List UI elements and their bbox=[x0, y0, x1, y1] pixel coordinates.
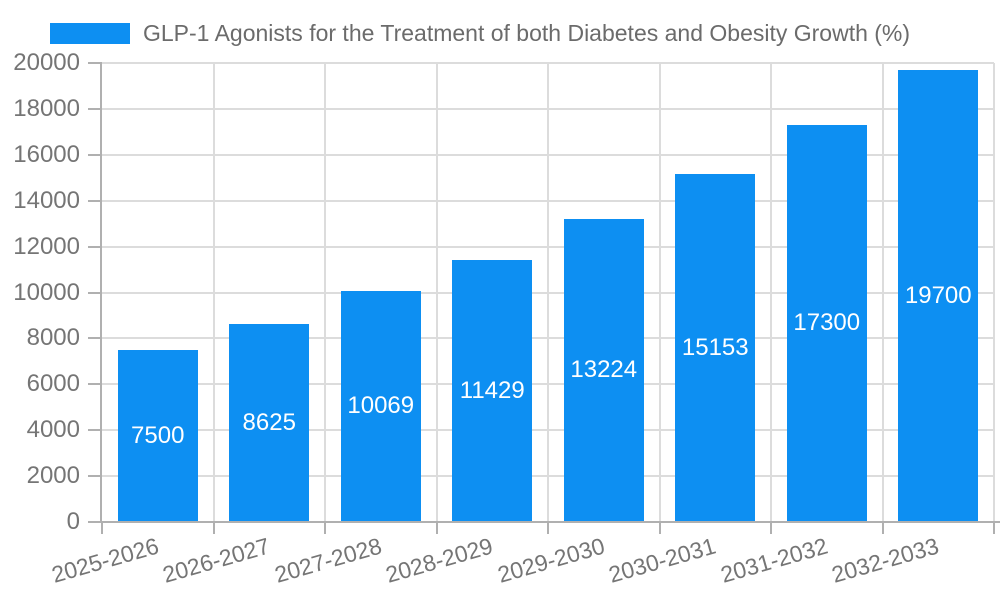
gridline-vertical bbox=[324, 63, 326, 522]
plot-area: 7500 8625 10069 11429 13224 15153 17300 19700 bbox=[102, 62, 995, 522]
gridline-vertical bbox=[993, 63, 995, 522]
y-tick-mark bbox=[88, 199, 102, 202]
x-tick-label: 2026-2027 bbox=[159, 532, 273, 588]
bar-value-label: 17300 bbox=[793, 309, 861, 337]
bar-value-label: 13224 bbox=[570, 356, 638, 384]
x-tick-label: 2027-2028 bbox=[271, 532, 385, 588]
legend-label: GLP-1 Agonists for the Treatment of both… bbox=[143, 20, 911, 46]
x-tick-label: 2030-2031 bbox=[605, 532, 719, 588]
y-tick-label: 0 bbox=[66, 508, 80, 535]
bar-value-label: 10069 bbox=[347, 392, 415, 420]
bar-value-label: 8625 bbox=[242, 409, 296, 437]
bar: 13224 bbox=[563, 218, 644, 522]
bar: 8625 bbox=[229, 324, 310, 522]
x-tick-mark bbox=[881, 522, 884, 534]
y-tick-mark bbox=[88, 383, 102, 386]
y-tick-mark bbox=[88, 475, 102, 478]
bar-value-label: 7500 bbox=[131, 421, 185, 449]
x-tick-label: 2025-2026 bbox=[48, 532, 162, 588]
legend: GLP-1 Agonists for the Treatment of both… bbox=[50, 20, 910, 46]
bar: 15153 bbox=[675, 174, 756, 522]
y-tick-label: 8000 bbox=[26, 324, 80, 352]
gridline-vertical bbox=[770, 63, 772, 522]
x-tick-mark bbox=[547, 522, 549, 534]
bar: 17300 bbox=[786, 124, 867, 522]
bar: 10069 bbox=[340, 290, 421, 522]
x-tick-label: 2031-2032 bbox=[717, 532, 831, 588]
y-tick-label: 12000 bbox=[13, 232, 80, 260]
gridline-vertical bbox=[547, 63, 549, 522]
x-tick-label: 2028-2029 bbox=[382, 532, 496, 588]
y-tick-mark bbox=[88, 521, 102, 523]
y-tick-mark bbox=[88, 107, 102, 110]
bar: 19700 bbox=[898, 69, 979, 522]
x-tick-mark bbox=[993, 522, 995, 534]
bar: 11429 bbox=[452, 259, 533, 522]
gridline-vertical bbox=[881, 63, 884, 522]
gridline-vertical bbox=[658, 63, 661, 522]
x-tick-mark bbox=[770, 522, 772, 534]
gridline-vertical bbox=[212, 63, 215, 522]
y-tick-label: 2000 bbox=[26, 462, 80, 490]
y-tick-label: 4000 bbox=[26, 416, 80, 444]
y-tick-mark bbox=[88, 337, 102, 340]
bar-value-label: 19700 bbox=[904, 281, 972, 309]
y-tick-label: 14000 bbox=[13, 186, 80, 214]
x-tick-label: 2032-2033 bbox=[828, 532, 942, 588]
y-tick-label: 6000 bbox=[26, 370, 80, 398]
x-tick-mark bbox=[212, 522, 215, 534]
gridline-vertical bbox=[435, 63, 438, 522]
bar-value-label: 11429 bbox=[459, 376, 525, 404]
y-tick-mark bbox=[88, 62, 102, 64]
y-tick-label: 16000 bbox=[13, 140, 80, 168]
y-axis: 0 2000 4000 6000 8000 10000 12000 14000 16000 180… bbox=[0, 49, 102, 535]
x-tick-mark bbox=[435, 522, 438, 534]
y-tick-mark bbox=[88, 153, 102, 156]
y-tick-mark bbox=[88, 429, 102, 432]
x-axis-line bbox=[100, 521, 1000, 523]
y-tick-label: 20000 bbox=[13, 49, 80, 76]
x-tick-mark bbox=[101, 522, 103, 534]
x-tick-label: 2029-2030 bbox=[494, 532, 608, 588]
y-axis-line bbox=[100, 63, 102, 522]
x-axis: 2025-2026 2026-2027 2027-2028 2028-2029 2029… bbox=[48, 522, 995, 600]
legend-swatch bbox=[50, 22, 130, 44]
y-tick-mark bbox=[88, 291, 102, 294]
y-tick-mark bbox=[88, 245, 102, 248]
x-tick-mark bbox=[324, 522, 326, 534]
x-tick-mark bbox=[658, 522, 661, 534]
bar-value-label: 15153 bbox=[681, 334, 749, 362]
bar: 7500 bbox=[117, 349, 198, 522]
y-tick-label: 10000 bbox=[13, 278, 80, 306]
y-tick-label: 18000 bbox=[13, 94, 80, 122]
